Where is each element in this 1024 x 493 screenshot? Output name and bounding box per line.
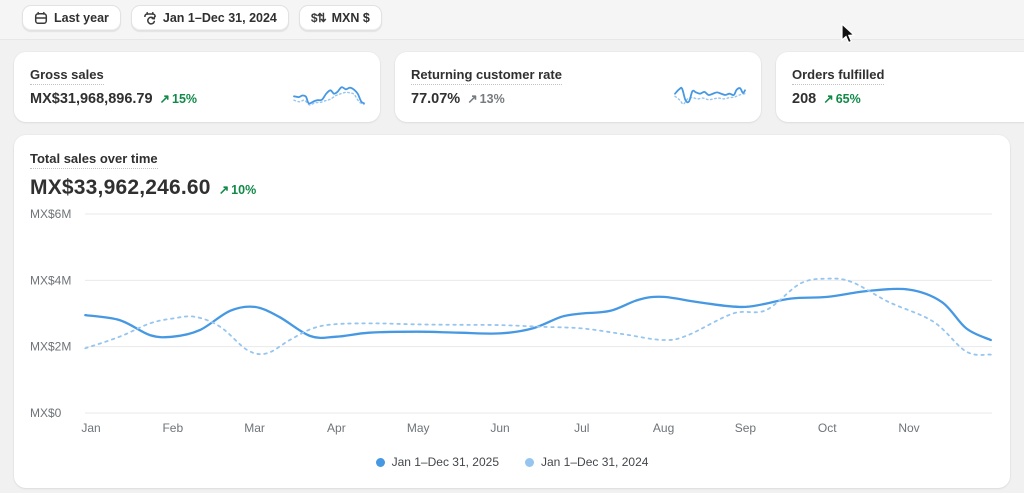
- currency-button[interactable]: $⇅ MXN $: [298, 5, 382, 31]
- metric-value: 208: [792, 91, 817, 107]
- trend-up-icon: ↗: [467, 92, 478, 106]
- metric-title[interactable]: Returning customer rate: [411, 67, 562, 85]
- svg-text:MX$2M: MX$2M: [30, 340, 71, 354]
- legend-item-2025[interactable]: Jan 1–Dec 31, 2025: [375, 455, 499, 469]
- currency-exchange-icon: $⇅: [310, 11, 327, 25]
- date-preset-button[interactable]: Last year: [22, 5, 121, 31]
- trend-up-icon: ↗: [159, 92, 171, 106]
- svg-text:Aug: Aug: [653, 421, 674, 435]
- metric-value: 77.07%: [411, 91, 461, 107]
- svg-text:MX$6M: MX$6M: [30, 207, 71, 221]
- svg-text:Jul: Jul: [574, 421, 589, 435]
- svg-text:Feb: Feb: [162, 421, 183, 435]
- metric-title[interactable]: Orders fulfilled: [792, 67, 885, 85]
- metric-card-returning-customer-rate[interactable]: Returning customer rate 77.07% ↗ 13%: [395, 52, 761, 122]
- legend-item-2024[interactable]: Jan 1–Dec 31, 2024: [525, 455, 648, 469]
- svg-text:MX$0: MX$0: [30, 406, 62, 420]
- returning-customer-sparkline: [674, 86, 746, 105]
- legend-dot-2025: [375, 457, 385, 467]
- date-range-label: Jan 1–Dec 31, 2024: [162, 11, 277, 25]
- currency-label: MXN $: [331, 11, 370, 25]
- chart-title[interactable]: Total sales over time: [30, 151, 158, 169]
- metrics-row: Gross sales MX$31,968,896.79 ↗ 15% Return…: [0, 39, 1024, 122]
- svg-text:Sep: Sep: [735, 421, 757, 435]
- chart-delta-badge: ↗ 10%: [218, 183, 257, 197]
- legend-label: Jan 1–Dec 31, 2024: [541, 455, 649, 469]
- legend-label: Jan 1–Dec 31, 2025: [391, 455, 499, 469]
- date-range-button[interactable]: Jan 1–Dec 31, 2024: [130, 5, 289, 31]
- chart-legend: Jan 1–Dec 31, 2025 Jan 1–Dec 31, 2024: [14, 455, 1010, 469]
- gross-sales-sparkline: [293, 86, 365, 106]
- total-sales-card: Total sales over time MX$33,962,246.60 ↗…: [14, 135, 1010, 488]
- trend-up-icon: ↗: [823, 92, 834, 106]
- svg-text:Apr: Apr: [327, 421, 346, 435]
- calendar-sync-icon: [143, 11, 157, 25]
- svg-text:Oct: Oct: [818, 421, 837, 435]
- metric-title[interactable]: Gross sales: [30, 67, 104, 85]
- chart-value: MX$33,962,246.60: [30, 176, 211, 199]
- metric-delta-badge: ↗ 15%: [159, 92, 198, 106]
- svg-text:May: May: [407, 421, 430, 435]
- trend-up-icon: ↗: [218, 183, 230, 197]
- svg-text:MX$4M: MX$4M: [30, 273, 71, 287]
- total-sales-line-chart[interactable]: MX$6M MX$4M MX$2M MX$0 Jan Feb Mar Apr May Jun Jul…: [14, 205, 1010, 450]
- svg-text:Nov: Nov: [898, 421, 919, 435]
- legend-dot-2024: [525, 457, 534, 467]
- svg-text:Jun: Jun: [490, 421, 509, 435]
- metric-value: MX$31,968,896.79: [30, 91, 153, 107]
- metric-card-gross-sales[interactable]: Gross sales MX$31,968,896.79 ↗ 15%: [14, 52, 380, 122]
- metric-delta-badge: ↗ 13%: [467, 92, 505, 106]
- svg-text:Mar: Mar: [244, 421, 265, 435]
- toolbar: Last year Jan 1–Dec 31, 2024 $⇅ MXN $: [0, 0, 1024, 39]
- metric-card-orders-fulfilled[interactable]: Orders fulfilled 208 ↗ 65%: [776, 52, 1024, 122]
- date-preset-label: Last year: [54, 11, 109, 25]
- metric-delta-badge: ↗ 65%: [823, 92, 861, 106]
- svg-text:Jan: Jan: [81, 421, 100, 435]
- calendar-icon: [34, 11, 48, 25]
